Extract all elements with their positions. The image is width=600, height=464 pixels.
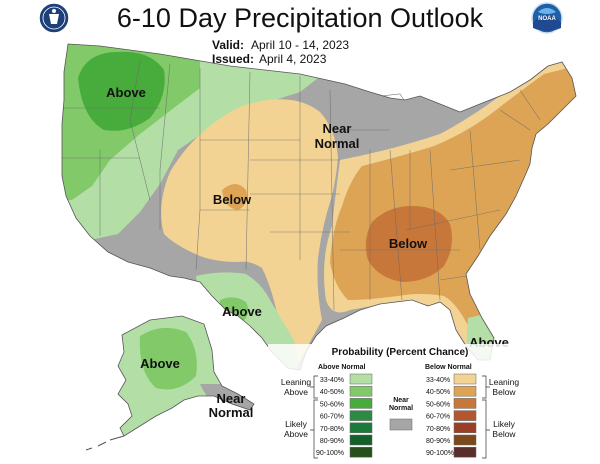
above-bin-swatch <box>349 446 373 458</box>
legend-leaning-below-2: Below <box>492 387 516 397</box>
above-bin-label: 33-40% <box>320 377 344 384</box>
legend-likely-above-1: Likely <box>285 419 307 429</box>
label-north-near: Near <box>323 121 352 136</box>
below-bin-label: 60-70% <box>426 414 450 421</box>
region-above-50-60 <box>78 51 165 131</box>
below-bin-swatch <box>453 446 477 458</box>
below-bin-swatch <box>453 410 477 421</box>
probability-legend: Probability (Percent Chance) Above Norma… <box>268 344 530 462</box>
bracket-likely-below <box>482 399 490 459</box>
legend-likely-below-2: Below <box>492 429 516 439</box>
noaa-logo-icon: NOAA <box>531 2 563 34</box>
region-below-40-50-colorado <box>222 184 247 210</box>
above-bin-label: 90-100% <box>316 450 344 457</box>
commerce-seal-icon <box>38 2 70 34</box>
below-bin-label: 50-60% <box>426 401 450 408</box>
legend-title: Probability (Percent Chance) <box>332 347 469 358</box>
bracket-leaning-below <box>482 375 490 399</box>
above-bin-swatch <box>349 422 373 434</box>
aleutian-islands <box>85 435 125 451</box>
legend-leaning-above-1: Leaning <box>281 377 312 387</box>
issued-label: Issued: <box>212 52 254 66</box>
noaa-logo-text: NOAA <box>538 16 556 22</box>
bracket-leaning-above <box>310 375 318 399</box>
below-bin-swatch <box>453 373 477 385</box>
legend-leaning-above-2: Above <box>284 387 308 397</box>
alaska-outline <box>117 315 255 437</box>
label-alaska-near: Near <box>217 391 246 406</box>
legend-above-header: Above Normal <box>318 364 366 371</box>
label-alaska-above: Above <box>140 356 180 371</box>
below-bin-swatch <box>453 398 477 409</box>
below-bin-swatch <box>453 385 477 397</box>
above-bin-swatch <box>349 373 373 385</box>
alaska-above-40-50 <box>139 327 197 390</box>
label-northwest-above: Above <box>106 85 146 100</box>
state-boundaries <box>62 59 541 311</box>
above-bin-swatch <box>349 385 373 397</box>
map-title: 6-10 Day Precipitation Outlook <box>117 3 484 33</box>
below-bin-swatch <box>453 434 477 446</box>
valid-date: April 10 - 14, 2023 <box>251 38 349 52</box>
region-below-33-40-west <box>161 99 338 367</box>
issued-date: April 4, 2023 <box>259 52 327 66</box>
below-bin-label: 40-50% <box>426 389 450 396</box>
alaska-outlook <box>85 315 255 451</box>
legend-near-swatch <box>389 418 413 431</box>
below-swatches: 33-40% 40-50% 50-60% 60-70% 70-80% 80-90% 90-1… <box>426 373 477 458</box>
label-southeast-below: Below <box>389 236 428 251</box>
label-central-below: Below <box>213 192 252 207</box>
above-bin-label: 80-90% <box>320 438 344 445</box>
legend-likely-above-2: Above <box>284 429 308 439</box>
legend-leaning-below-1: Leaning <box>489 377 520 387</box>
above-bin-swatch <box>349 434 373 446</box>
valid-label: Valid: <box>212 38 244 52</box>
above-swatches: 33-40% 40-50% 50-60% 60-70% 70-80% 80-90% 90-1… <box>316 373 373 458</box>
label-texas-above: Above <box>222 304 262 319</box>
legend-below-header: Below Normal <box>425 364 472 371</box>
above-bin-label: 60-70% <box>320 414 344 421</box>
legend-likely-below-1: Likely <box>493 419 515 429</box>
below-bin-swatch <box>453 422 477 434</box>
below-bin-label: 70-80% <box>426 426 450 433</box>
above-bin-swatch <box>349 410 373 421</box>
below-bin-label: 80-90% <box>426 438 450 445</box>
label-north-normal: Normal <box>315 136 360 151</box>
legend-near-label-1: Near <box>393 397 409 404</box>
above-bin-label: 70-80% <box>320 426 344 433</box>
above-bin-label: 40-50% <box>320 389 344 396</box>
above-bin-swatch <box>349 398 373 409</box>
above-bin-label: 50-60% <box>320 401 344 408</box>
below-bin-label: 90-100% <box>426 450 454 457</box>
legend-near-label-2: Normal <box>389 405 413 412</box>
bracket-likely-above <box>310 399 318 459</box>
label-alaska-normal: Normal <box>209 405 254 420</box>
below-bin-label: 33-40% <box>426 377 450 384</box>
